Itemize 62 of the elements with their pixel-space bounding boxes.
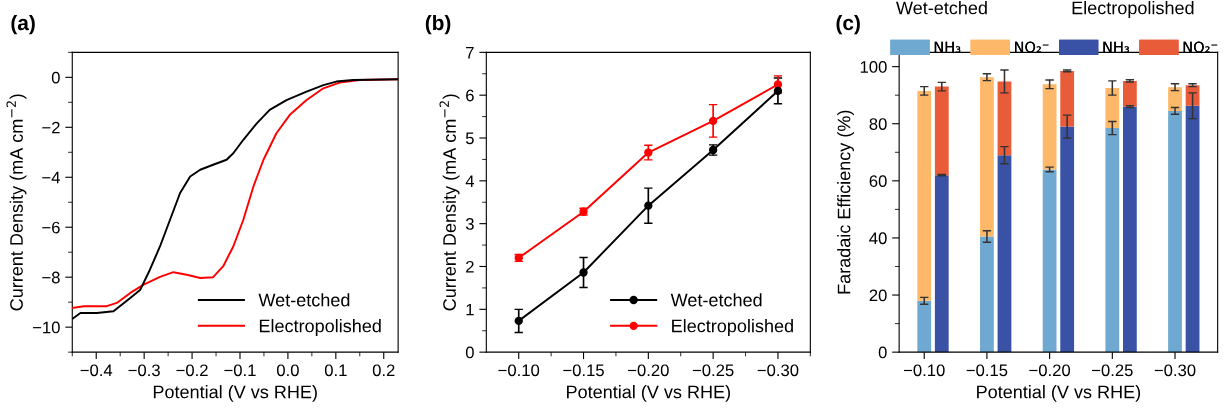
point (644, 201, 653, 210)
point (579, 268, 588, 277)
chart-title: (a) (11, 14, 35, 35)
x-tick-label: −0.2 (176, 364, 208, 377)
x-tick-label: −0.10 (903, 364, 945, 377)
point (644, 148, 653, 157)
y-tick-label: 100 (860, 61, 887, 73)
x-tick-label: −0.15 (966, 364, 1008, 377)
x-tick-label: 0.1 (324, 364, 347, 377)
x-tick-label: −0.4 (80, 364, 113, 377)
legend-label: Electropolished (259, 319, 381, 336)
point (708, 116, 718, 126)
y-tick-label: 2 (466, 260, 474, 273)
x-tick-label: −0.15 (563, 364, 604, 377)
y-tick-label: 0 (878, 346, 887, 359)
y-tick-label: 0 (51, 71, 60, 84)
y-tick-label: −6 (42, 221, 60, 234)
y-tick-label: 0 (465, 346, 474, 359)
y-tick-label: 80 (869, 118, 887, 130)
y-tick-label: 5 (465, 132, 474, 145)
legend-label: NH₃ (934, 41, 961, 53)
text: Wet-etched (896, 1, 987, 15)
y-tick-label: −8 (42, 271, 60, 284)
y-tick-label: 20 (869, 289, 887, 302)
x-axis-title: Potential (V vs RHE) (977, 385, 1141, 402)
x-axis-title: Potential (V vs RHE) (567, 385, 730, 402)
legend-label: Wet-etched (258, 293, 350, 307)
legend-label: Electropolished (672, 319, 793, 336)
legend-label: Wet-etched (670, 293, 762, 307)
y-axis-title: Faradaic Efficiency (%) (837, 110, 854, 294)
x-tick-label: −0.1 (224, 364, 256, 377)
y-tick-label: 40 (869, 232, 887, 245)
x-tick-label: −0.20 (1029, 364, 1071, 377)
y-tick-label: −10 (33, 321, 60, 334)
y-tick-label: −2 (42, 121, 60, 134)
x-tick-label: −0.20 (628, 364, 669, 377)
x-tick-label: −0.25 (692, 364, 734, 377)
y-tick-label: −4 (42, 171, 60, 184)
y-axis-title: Current Density (mA cm$^{−2}$) (6, 94, 27, 311)
x-tick-label: −0.25 (1092, 364, 1133, 377)
point (773, 86, 783, 96)
point (773, 80, 783, 89)
y-tick-label: 60 (869, 175, 887, 188)
x-tick-label: −0.30 (1154, 364, 1196, 377)
chart-title: (b) (425, 14, 451, 35)
y-tick-label: 1 (466, 303, 474, 316)
chart-title: (c) (836, 14, 860, 35)
x-tick-label: −0.3 (128, 364, 160, 377)
y-axis-title: Current Density (mA cm$^{−2}$) (439, 94, 460, 311)
y-tick-label: 7 (466, 46, 474, 59)
x-tick-label: 0.0 (276, 364, 299, 377)
x-tick-label: −0.10 (498, 364, 540, 377)
point (514, 316, 523, 326)
x-tick-label: −0.30 (757, 364, 799, 377)
y-tick-label: 6 (466, 89, 474, 102)
x-tick-label: 0.2 (372, 364, 395, 377)
y-tick-label: 3 (465, 218, 474, 230)
text: Electropolished (1072, 1, 1194, 18)
text: NH₃ (1103, 41, 1129, 53)
x-axis-title: Potential (V vs RHE) (153, 385, 317, 402)
y-tick-label: 4 (465, 175, 475, 187)
text: NO₂⁻ (1183, 41, 1218, 53)
